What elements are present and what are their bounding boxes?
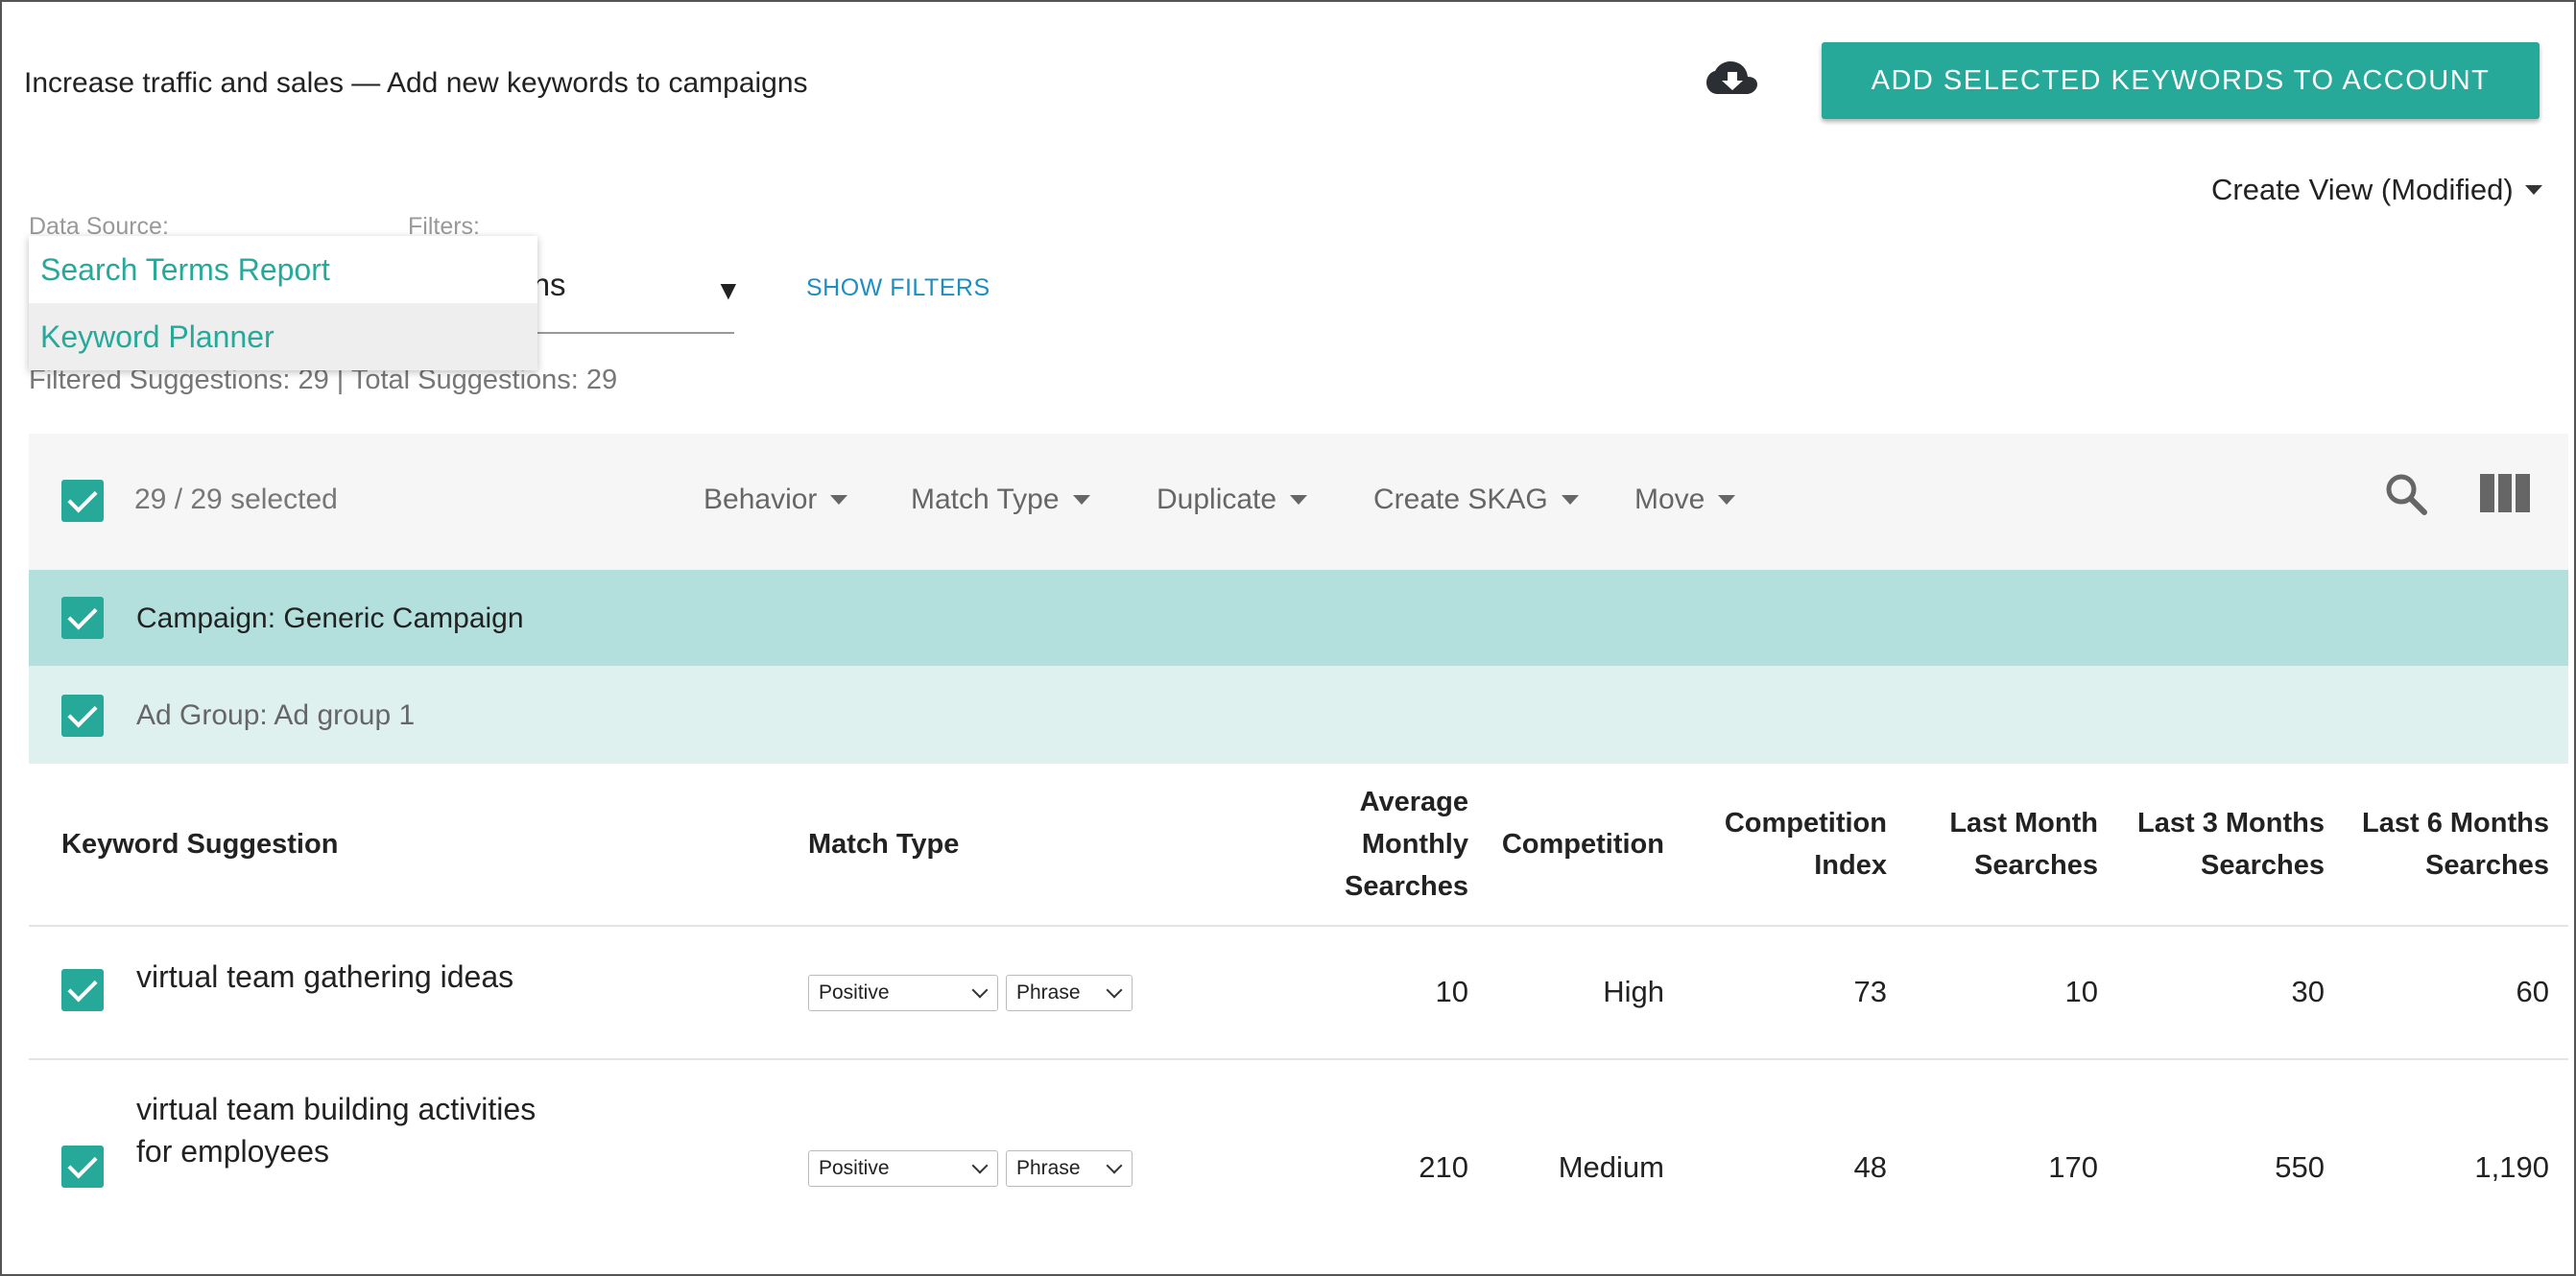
divider xyxy=(29,925,2568,927)
move-menu[interactable]: Move xyxy=(1634,484,1736,516)
caret-down-icon xyxy=(2524,185,2542,195)
last-month-cell: 170 xyxy=(2048,1150,2098,1184)
data-source-option-keyword-planner[interactable]: Keyword Planner xyxy=(29,303,537,370)
header-line: Index xyxy=(1814,850,1887,881)
behavior-select[interactable]: Positive xyxy=(808,975,998,1011)
ad-group-checkbox[interactable] xyxy=(61,695,104,737)
match-type-menu-label: Match Type xyxy=(911,484,1060,515)
match-select-value: Phrase xyxy=(1016,981,1081,1004)
campaign-checkbox[interactable] xyxy=(61,597,104,639)
header-line: Searches xyxy=(1345,871,1468,902)
add-selected-keywords-button[interactable]: ADD SELECTED KEYWORDS TO ACCOUNT xyxy=(1822,42,2540,119)
filters-select[interactable] xyxy=(408,249,734,334)
duplicate-menu[interactable]: Duplicate xyxy=(1157,484,1308,516)
keyword-row-checkbox[interactable] xyxy=(61,969,104,1011)
col-last-month-searches[interactable]: Last Month Searches xyxy=(1906,802,2098,886)
caret-down-icon xyxy=(1072,495,1090,505)
behavior-select-value: Positive xyxy=(819,1157,890,1179)
caret-down-icon xyxy=(1561,495,1579,505)
keyword-text-line: for employees xyxy=(136,1134,329,1169)
data-source-label: Data Source: xyxy=(29,213,169,240)
last-6-months-cell: 60 xyxy=(2516,975,2549,1008)
chevron-down-icon xyxy=(971,1157,989,1174)
avg-monthly-searches-cell: 210 xyxy=(1419,1150,1468,1184)
col-match-type[interactable]: Match Type xyxy=(808,829,960,860)
campaign-row xyxy=(29,570,2568,666)
col-last-3-months-searches[interactable]: Last 3 Months Searches xyxy=(2085,802,2325,886)
header-line: Competition xyxy=(1724,808,1887,839)
move-menu-label: Move xyxy=(1634,484,1705,515)
competition-index-cell: 73 xyxy=(1853,975,1887,1008)
create-skag-menu-label: Create SKAG xyxy=(1373,484,1548,515)
chevron-down-icon xyxy=(1106,1157,1123,1174)
behavior-select-value: Positive xyxy=(819,981,890,1004)
col-competition[interactable]: Competition xyxy=(1501,829,1664,860)
last-3-months-cell: 550 xyxy=(2275,1150,2325,1184)
cloud-download-icon[interactable] xyxy=(1706,59,1758,102)
match-select-value: Phrase xyxy=(1016,1157,1081,1179)
header-line: Searches xyxy=(2201,850,2325,881)
create-view-label: Create View (Modified) xyxy=(2211,173,2514,206)
duplicate-menu-label: Duplicate xyxy=(1157,484,1277,515)
behavior-select[interactable]: Positive xyxy=(808,1150,998,1187)
behavior-menu-label: Behavior xyxy=(704,484,818,515)
last-month-cell: 10 xyxy=(2064,975,2098,1008)
header-line: Monthly xyxy=(1361,829,1468,860)
keyword-text-line: virtual team building activities xyxy=(136,1092,537,1126)
header-line: Searches xyxy=(2425,850,2549,881)
divider xyxy=(29,1058,2568,1060)
match-select[interactable]: Phrase xyxy=(1006,975,1133,1011)
data-source-option-search-terms[interactable]: Search Terms Report xyxy=(40,251,330,287)
data-source-dropdown-menu: Search Terms Report Keyword Planner xyxy=(29,236,537,370)
last-6-months-cell: 1,190 xyxy=(2474,1150,2549,1184)
show-filters-link[interactable]: SHOW FILTERS xyxy=(806,274,990,301)
search-icon[interactable] xyxy=(2382,470,2430,518)
chevron-down-icon xyxy=(971,981,989,999)
competition-index-cell: 48 xyxy=(1853,1150,1887,1184)
columns-icon[interactable] xyxy=(2480,474,2531,512)
ad-group-row xyxy=(29,666,2568,764)
ad-group-label: Ad Group: Ad group 1 xyxy=(136,699,416,731)
avg-monthly-searches-cell: 10 xyxy=(1435,975,1468,1008)
header-line: Last Month xyxy=(1949,808,2098,839)
selected-count: 29 / 29 selected xyxy=(134,484,338,515)
match-type-menu[interactable]: Match Type xyxy=(911,484,1090,516)
header-line: Last 3 Months xyxy=(2137,808,2325,839)
col-avg-monthly-searches[interactable]: Average Monthly Searches xyxy=(1276,781,1468,908)
competition-cell: Medium xyxy=(1558,1150,1664,1184)
caret-down-icon xyxy=(1718,495,1736,505)
header-line: Last 6 Months xyxy=(2362,808,2549,839)
last-3-months-cell: 30 xyxy=(2291,975,2325,1008)
competition-cell: High xyxy=(1603,975,1664,1008)
page-title: Increase traffic and sales — Add new key… xyxy=(24,67,808,99)
keyword-text: virtual team gathering ideas xyxy=(136,959,514,994)
keyword-row-checkbox[interactable] xyxy=(61,1146,104,1188)
chevron-down-icon xyxy=(1106,981,1123,999)
match-select[interactable]: Phrase xyxy=(1006,1150,1133,1187)
col-last-6-months-searches[interactable]: Last 6 Months Searches xyxy=(2309,802,2549,886)
keyword-text: virtual team building activities for emp… xyxy=(136,1088,536,1172)
col-competition-index[interactable]: Competition Index xyxy=(1695,802,1887,886)
header-line: Average xyxy=(1359,787,1468,817)
dropdown-arrow-icon: ▼ xyxy=(715,275,742,305)
create-view-dropdown[interactable]: Create View (Modified) xyxy=(2211,173,2542,207)
col-keyword-suggestion[interactable]: Keyword Suggestion xyxy=(61,829,339,860)
header-line: Searches xyxy=(1974,850,2098,881)
behavior-menu[interactable]: Behavior xyxy=(704,484,848,516)
create-skag-menu[interactable]: Create SKAG xyxy=(1373,484,1579,516)
filters-label: Filters: xyxy=(408,213,480,240)
caret-down-icon xyxy=(1290,495,1308,505)
caret-down-icon xyxy=(830,495,848,505)
select-all-checkbox[interactable] xyxy=(61,480,104,522)
campaign-label: Campaign: Generic Campaign xyxy=(136,603,524,634)
